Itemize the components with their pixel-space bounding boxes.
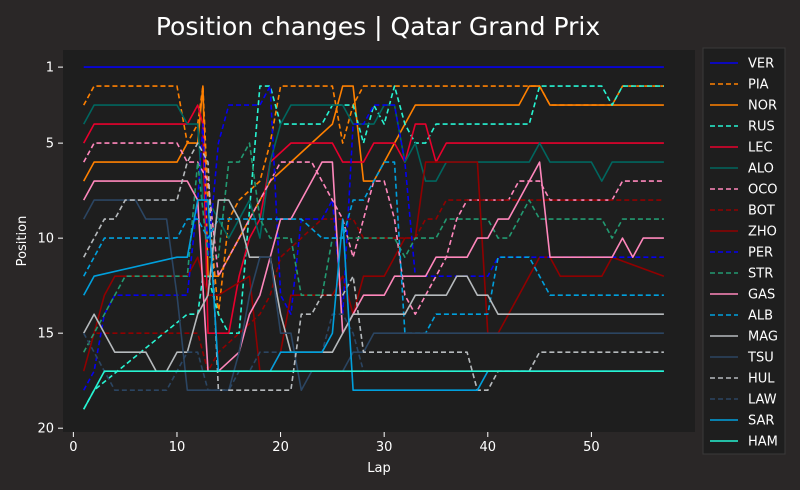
series-line-oco <box>82 142 664 316</box>
legend-label-hul: HUL <box>748 372 775 387</box>
legend-label-pia: PIA <box>748 78 769 93</box>
legend-label-ham: HAM <box>748 435 778 450</box>
x-tick-label: 30 <box>376 440 393 455</box>
legend-label-oco: OCO <box>748 183 778 198</box>
legend-label-lec: LEC <box>748 141 773 156</box>
x-tick-label: 40 <box>480 440 497 455</box>
y-tick-label: 10 <box>37 232 54 247</box>
legend-label-gas: GAS <box>748 288 775 303</box>
legend-box <box>702 47 786 455</box>
x-tick-label: 10 <box>169 440 186 455</box>
legend-label-str: STR <box>748 267 773 282</box>
legend-label-alb: ALB <box>748 309 773 324</box>
legend-label-rus: RUS <box>748 120 775 135</box>
legend-label-nor: NOR <box>748 99 777 114</box>
legend-label-bot: BOT <box>748 204 775 219</box>
legend-label-alo: ALO <box>748 162 774 177</box>
y-tick-label: 20 <box>37 422 54 437</box>
series-line-ham <box>82 370 664 410</box>
x-axis: 0 10 20 30 40 50 <box>69 432 600 455</box>
legend-label-law: LAW <box>748 393 777 408</box>
y-tick-label: 15 <box>37 327 54 342</box>
series-line-per <box>82 85 664 391</box>
series-lines <box>82 66 665 410</box>
chart-title: Position changes | Qatar Grand Prix <box>156 12 600 41</box>
legend-label-per: PER <box>748 246 773 261</box>
legend: VER PIA NOR RUS LEC ALO OCO BOT ZHO PER STR GAS ALB M… <box>702 47 786 455</box>
plot-area <box>63 50 695 432</box>
legend-label-mag: MAG <box>748 330 778 345</box>
y-tick-label: 1 <box>46 61 54 76</box>
legend-label-sar: SAR <box>748 414 774 429</box>
legend-label-ver: VER <box>748 57 774 72</box>
x-tick-label: 20 <box>272 440 289 455</box>
x-axis-label: Lap <box>367 461 390 476</box>
y-axis-label: Position <box>15 216 30 267</box>
x-tick-label: 0 <box>69 440 77 455</box>
series-line-lec <box>82 104 664 335</box>
legend-label-zho: ZHO <box>748 225 777 240</box>
x-tick-label: 50 <box>583 440 600 455</box>
y-tick-label: 5 <box>46 137 54 152</box>
series-line-nor <box>82 85 664 278</box>
legend-label-tsu: TSU <box>747 351 774 366</box>
